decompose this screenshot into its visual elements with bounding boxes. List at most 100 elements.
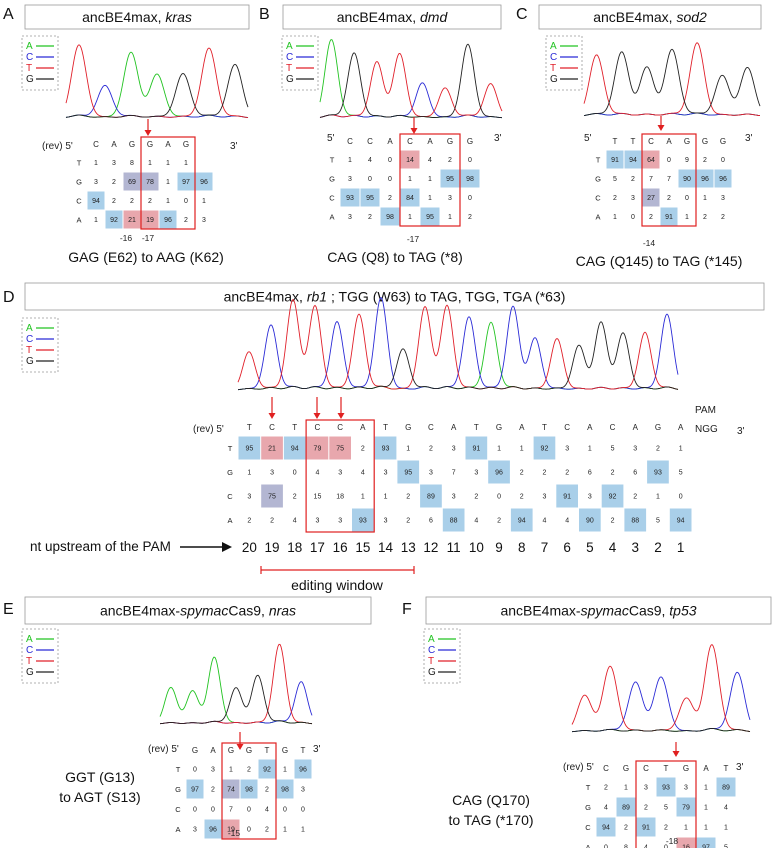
legend-label-C: C [26,52,33,63]
matrix-cell-fill [510,508,533,532]
chromatogram-trace-T [571,644,751,732]
matrix-cell-fill [669,508,692,532]
matrix-cell-fill [177,172,195,191]
row-label-T: T [330,156,335,165]
seq-base: G [147,140,153,149]
seq-base: A [451,423,457,432]
matrix-cell: 2 [184,217,188,224]
matrix-cell: 98 [386,214,394,221]
chromatogram-trace-G [583,48,761,116]
position-label: -17 [407,234,420,244]
matrix-cell: 2 [293,494,297,501]
matrix-cell-fill [460,169,480,188]
codon-highlight-box [641,133,697,227]
nt-position: 10 [469,540,484,555]
matrix-cell: 0 [293,470,297,477]
matrix-cell: 94 [602,825,610,832]
nt-position: 3 [631,540,639,555]
matrix-cell-fill [656,777,676,797]
seq-base: A [633,423,639,432]
codon-highlight-box [399,133,461,227]
title-title-rest: ; TGG (W63) to TAG, TGG, TGA (*63) [327,289,565,305]
matrix-cell: 3 [452,494,456,501]
seq-base: A [678,423,684,432]
edit-arrow-icon [657,125,665,131]
chromatogram-trace-C [65,84,249,119]
codon-highlight-box [635,760,697,848]
matrix-cell: 0 [468,157,472,164]
matrix-cell-fill [465,436,488,460]
matrix-cell: 89 [622,805,630,812]
nt-position: 16 [333,540,348,555]
matrix-cell: 1 [184,160,188,167]
matrix-cell-fill [440,169,460,188]
codon-highlight-box [305,419,375,533]
matrix-cell-fill [222,819,240,839]
legend-label-A: A [26,323,33,334]
legend-label-A: A [550,41,557,52]
position-label: -14 [643,238,656,248]
matrix-cell-fill [329,436,351,460]
row-label-A: A [595,213,600,222]
seq-base: T [265,746,270,755]
matrix-cell-fill [400,188,420,207]
title-title-plain: ancBE4max, [82,9,165,25]
nt-axis-label: nt upstream of the PAM [30,539,171,554]
matrix-cell: 0 [301,807,305,814]
matrix-cell: 2 [406,494,410,501]
matrix-cell-fill [714,169,732,188]
matrix-cell: 1 [408,214,412,221]
seq-base: G [702,137,708,146]
seq-base: G [129,140,135,149]
matrix-cell-fill [642,188,660,207]
matrix-cell: 1 [656,494,660,501]
matrix-cell: 94 [518,518,526,525]
matrix-cell: 4 [428,157,432,164]
matrix-cell: 93 [662,785,670,792]
matrix-cell: 91 [563,494,571,501]
legend-label-C: C [26,645,33,656]
legend-label-G: G [286,74,294,85]
matrix-cell: 4 [361,470,365,477]
title-title-plain: ancBE4max- [500,603,580,619]
matrix-cell: 1 [685,214,689,221]
matrix-cell: 2 [112,198,116,205]
edit-arrow-icon [672,751,680,757]
matrix-cell: 2 [388,195,392,202]
nt-position: 2 [654,540,662,555]
matrix-cell: 3 [301,787,305,794]
seq-base: C [347,137,353,146]
matrix-cell-fill [400,150,420,169]
seq-base: G [405,423,411,432]
matrix-cell: 91 [642,825,650,832]
matrix-cell: 2 [703,214,707,221]
nt-position: 11 [447,540,461,555]
matrix-cell: 79 [314,446,322,453]
matrix-cell: 1 [247,470,251,477]
matrix-cell: 2 [468,214,472,221]
seq-base: G [655,423,661,432]
edit-arrow-icon [313,413,321,419]
chromatogram-trace-G [571,728,751,733]
matrix-cell: 90 [586,518,594,525]
matrix-cell: 1 [679,446,683,453]
seq-base: A [111,140,117,149]
rev-label: (rev) 5' [148,744,179,755]
matrix-cell-fill [624,150,642,169]
pam-label: PAM [695,405,716,416]
seq-base: A [703,764,709,773]
seq-base: T [247,423,252,432]
matrix-cell: 4 [644,845,648,848]
matrix-cell: 2 [520,470,524,477]
panel-title: ancBE4max, sod2 [593,9,707,25]
matrix-cell: 3 [348,176,352,183]
seq-base: G [183,140,189,149]
matrix-cell: 2 [520,494,524,501]
matrix-cell: 0 [388,157,392,164]
matrix-cell: 2 [474,494,478,501]
matrix-cell: 0 [247,827,251,834]
matrix-cell: 2 [448,157,452,164]
matrix-cell: 92 [609,494,617,501]
